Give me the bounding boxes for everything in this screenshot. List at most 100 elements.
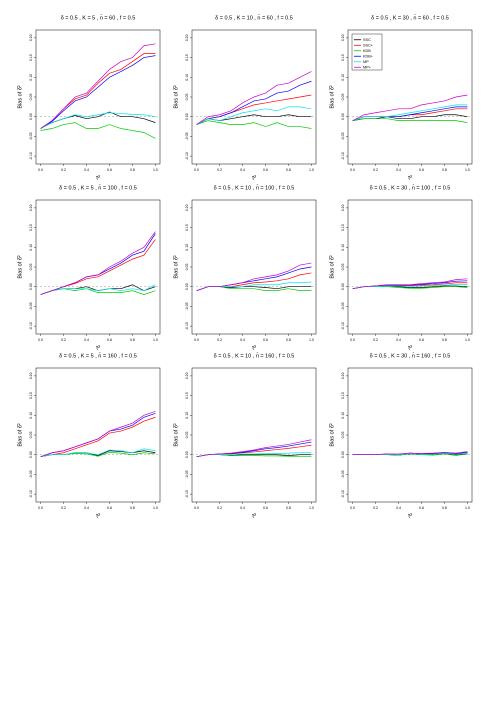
y-tick-label: 0.00 (185, 283, 189, 290)
y-axis-label: Bias of δ̂² (173, 85, 179, 108)
x-tick-label: 0.6 (107, 506, 112, 510)
y-tick-label: 0.10 (29, 74, 33, 81)
chart-title: δ = 0.5 , K = 30 , n̄ = 60 , f = 0.5 (371, 15, 449, 22)
series-line (352, 104, 468, 121)
chart-title: δ = 0.5 , K = 10 , n̄ = 100 , f = 0.5 (214, 185, 295, 192)
x-tick-label: 0.0 (194, 506, 199, 510)
x-tick-label: 0.4 (396, 506, 401, 510)
series-line (40, 284, 156, 295)
series-line (196, 94, 312, 125)
x-tick-label: 0.8 (442, 506, 447, 510)
series-line (40, 55, 156, 129)
y-tick-label: -0.10 (341, 490, 345, 498)
series-line (196, 439, 312, 458)
x-tick-label: 0.4 (240, 338, 245, 342)
legend-label: KDB+ (363, 54, 374, 58)
plot-frame (35, 367, 161, 503)
y-tick-label: 0.10 (29, 412, 33, 419)
y-tick-label: 0.00 (341, 283, 345, 290)
x-tick-label: 0.2 (61, 338, 66, 342)
y-tick-label: 0.20 (29, 204, 33, 211)
plot-frame (191, 199, 317, 335)
y-tick-label: 0.00 (341, 451, 345, 458)
chart-title: δ = 0.5 , K = 30 , n̄ = 100 , f = 0.5 (370, 185, 451, 192)
y-axis-label: Bias of δ̂² (173, 423, 179, 446)
y-tick-label: 0.20 (341, 372, 345, 379)
x-tick-label: 1.0 (309, 338, 314, 342)
series-line (196, 71, 312, 125)
series-line (40, 53, 156, 129)
series-line (40, 112, 156, 129)
x-tick-label: 0.4 (240, 506, 245, 510)
x-tick-label: 0.4 (84, 168, 89, 172)
y-tick-label: 0.00 (185, 451, 189, 458)
x-tick-label: 0.2 (373, 506, 378, 510)
x-tick-label: 0.2 (373, 338, 378, 342)
x-tick-label: 1.0 (465, 168, 470, 172)
y-axis-label: Bias of δ̂² (17, 255, 23, 278)
x-tick-label: 1.0 (153, 338, 158, 342)
x-tick-label: 0.8 (442, 168, 447, 172)
y-tick-label: 0.20 (185, 372, 189, 379)
series-line (40, 122, 156, 139)
y-tick-label: 0.15 (185, 392, 189, 399)
y-axis-label: Bias of δ̂² (17, 423, 23, 446)
series-line (196, 120, 312, 129)
x-tick-label: 0.0 (38, 506, 43, 510)
x-axis-label: τ² (252, 176, 256, 182)
y-tick-label: 0.00 (341, 113, 345, 120)
y-tick-label: 0.20 (185, 204, 189, 211)
x-tick-label: 0.0 (38, 168, 43, 172)
y-tick-label: 0.05 (29, 432, 33, 439)
y-tick-label: -0.10 (341, 322, 345, 330)
y-tick-label: -0.05 (185, 132, 189, 140)
y-tick-label: 0.20 (341, 204, 345, 211)
series-line (196, 452, 312, 458)
y-axis-label: Bias of δ̂² (173, 255, 179, 278)
y-tick-label: 0.10 (185, 412, 189, 419)
y-tick-label: 0.05 (185, 264, 189, 271)
x-tick-label: 0.2 (373, 168, 378, 172)
y-tick-label: 0.00 (29, 113, 33, 120)
y-tick-label: 0.15 (29, 392, 33, 399)
y-tick-label: -0.05 (29, 132, 33, 140)
x-tick-label: 0.2 (61, 168, 66, 172)
series-line (352, 94, 468, 121)
x-tick-label: 0.8 (130, 338, 135, 342)
y-tick-label: 0.15 (185, 54, 189, 61)
y-tick-label: 0.15 (341, 54, 345, 61)
series-line (352, 451, 468, 456)
x-tick-label: 0.2 (217, 506, 222, 510)
series-line (40, 416, 156, 458)
y-tick-label: -0.05 (341, 302, 345, 310)
y-tick-label: 0.05 (185, 94, 189, 101)
plot-frame (347, 199, 473, 335)
y-tick-label: -0.10 (29, 490, 33, 498)
plot-frame (347, 367, 473, 503)
y-tick-label: 0.10 (185, 244, 189, 251)
y-tick-label: 0.05 (341, 264, 345, 271)
y-tick-label: 0.00 (29, 451, 33, 458)
x-tick-label: 0.2 (61, 506, 66, 510)
series-line (352, 283, 468, 290)
y-tick-label: -0.10 (185, 152, 189, 160)
legend-label: SSC (363, 38, 371, 42)
series-line (40, 412, 156, 458)
y-axis-label: Bias of δ̂² (329, 423, 335, 446)
chart-title: δ = 0.5 , K = 10 , n̄ = 60 , f = 0.5 (215, 15, 293, 22)
y-tick-label: 0.10 (341, 412, 345, 419)
series-line (196, 106, 312, 125)
x-tick-label: 0.8 (286, 168, 291, 172)
x-tick-label: 0.6 (263, 338, 268, 342)
series-line (352, 118, 468, 123)
x-tick-label: 1.0 (309, 168, 314, 172)
x-tick-label: 0.6 (419, 506, 424, 510)
y-tick-label: -0.10 (185, 490, 189, 498)
x-tick-label: 0.0 (350, 506, 355, 510)
y-tick-label: 0.05 (341, 94, 345, 101)
y-axis-label: Bias of δ̂² (329, 255, 335, 278)
y-tick-label: -0.05 (29, 302, 33, 310)
x-tick-label: 0.8 (286, 338, 291, 342)
y-tick-label: 0.15 (341, 392, 345, 399)
